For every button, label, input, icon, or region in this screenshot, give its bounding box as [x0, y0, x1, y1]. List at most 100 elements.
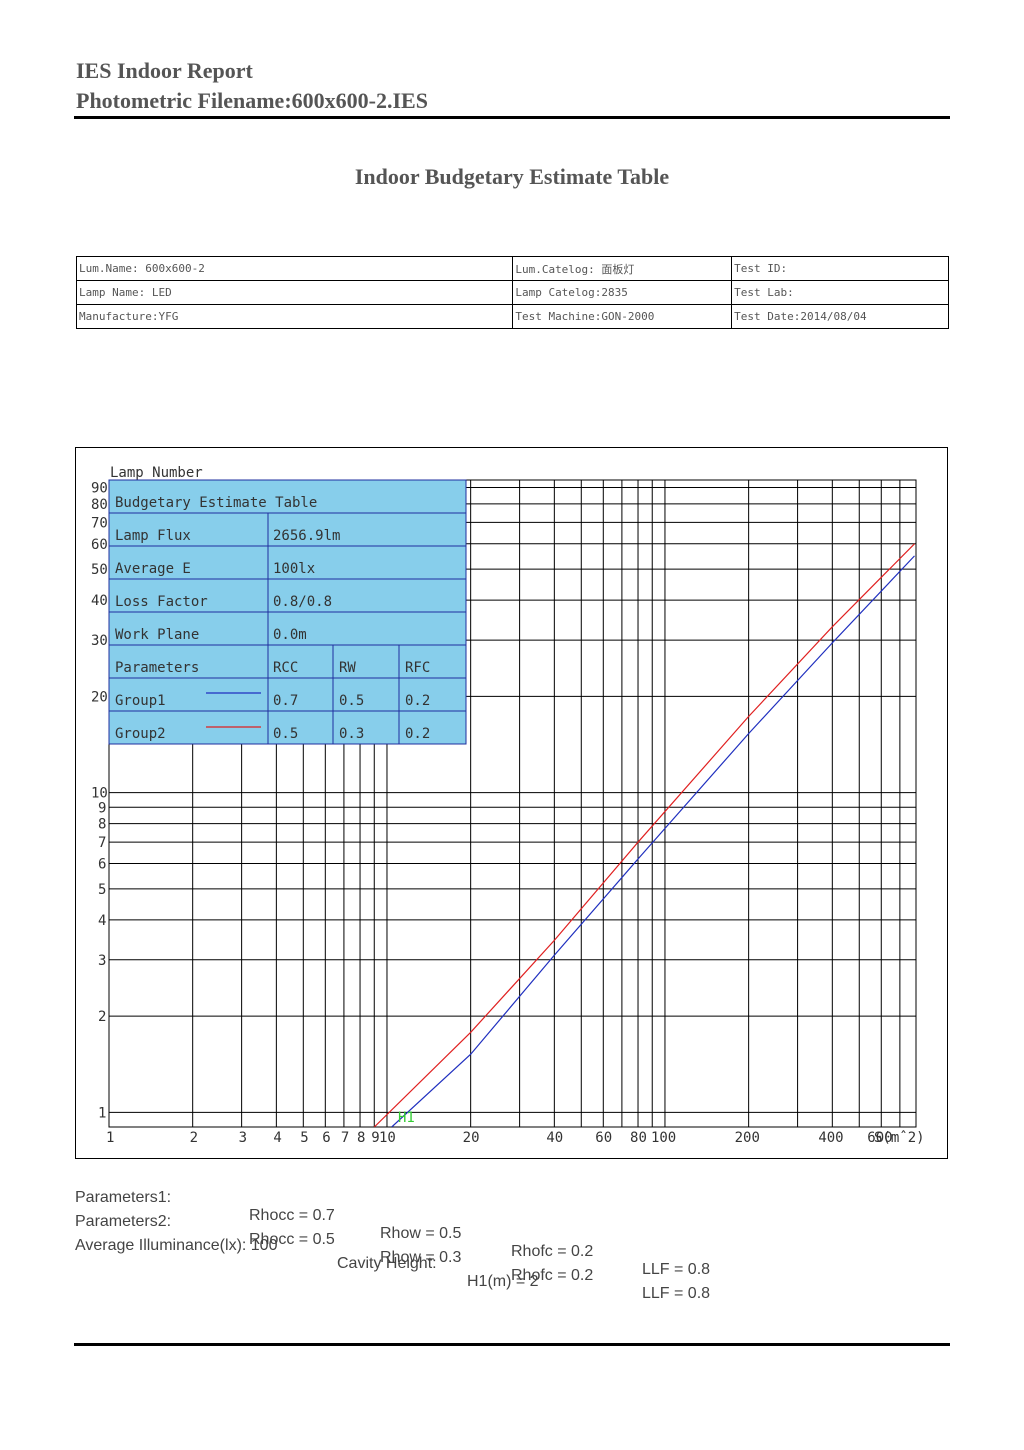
table-row: Manufacture:YFG Test Machine:GON-2000 Te…	[75, 304, 949, 329]
table-cell: Test Lab:	[731, 280, 949, 305]
chart-grid	[108, 479, 917, 1128]
parameters-line-3: Average Illuminance(lx): 100 Cavity Heig…	[75, 1219, 539, 1291]
chart-series	[373, 543, 915, 1127]
table-cell: Test Date:2014/08/04	[731, 304, 949, 329]
legend-param-header: RW	[339, 660, 356, 676]
x-tick-label: 20	[463, 1130, 480, 1146]
y-tick-label: 5	[98, 882, 106, 898]
y-axis-label: Lamp Number	[110, 465, 203, 481]
legend-value: 0.0m	[273, 627, 307, 643]
x-tick-label: 100	[651, 1130, 676, 1146]
y-tick-label: 4	[98, 913, 106, 929]
legend-rfc: 0.2	[405, 693, 430, 709]
legend-label: Average E	[115, 561, 191, 577]
parameters-label: Parameters1:	[75, 1189, 172, 1206]
y-tick-label: 30	[91, 633, 108, 649]
x-axis-label: S(mˆ2)	[874, 1130, 925, 1146]
series-line-group1	[391, 555, 915, 1127]
x-tick-label: 40	[546, 1130, 563, 1146]
y-tick-label: 6	[98, 857, 106, 873]
y-tick-label: 60	[91, 537, 108, 553]
x-tick-label: 7	[341, 1130, 349, 1146]
y-tick-label: 7	[98, 835, 106, 851]
legend-param-header: Parameters	[115, 660, 199, 676]
x-tick-label: 3	[239, 1130, 247, 1146]
rhofc-value: Rhofc = 0.2	[511, 1267, 594, 1284]
y-tick-label: 8	[98, 817, 106, 833]
legend-value: 100lx	[273, 561, 315, 577]
x-tick-label: 9	[371, 1130, 379, 1146]
y-tick-label: 2	[98, 1009, 106, 1025]
x-tick-label: 1	[106, 1130, 114, 1146]
table-cell: Test ID:	[731, 256, 949, 281]
legend-group-name: Group1	[115, 693, 166, 709]
legend-label: Work Plane	[115, 627, 199, 643]
report-title: IES Indoor Report	[76, 58, 253, 83]
llf-value: LLF = 0.8	[642, 1261, 711, 1278]
parameters-line-2: Parameters2: Rhocc = 0.5 Rhow = 0.3 Rhof…	[75, 1195, 710, 1303]
legend-value: 0.8/0.8	[273, 594, 332, 610]
y-tick-label: 10	[91, 786, 108, 802]
average-illuminance: Average Illuminance(lx): 100	[75, 1237, 278, 1254]
page-title: Indoor Budgetary Estimate Table	[354, 164, 670, 189]
table-row: Lamp Name: LED Lamp Catelog:2835 Test La…	[75, 280, 949, 305]
parameters-label: Parameters2:	[75, 1213, 172, 1230]
footer-divider	[74, 1343, 950, 1346]
table-cell: Lamp Catelog:2835	[512, 280, 733, 305]
x-tick-label: 200	[735, 1130, 760, 1146]
lamp-number-chart: 1 2 3 4 5 6 7 8 9 10 20 40 60 80 100 200 400 600 12345678…	[91, 465, 925, 1146]
parameters-line-1: Parameters1: Rhocc = 0.7 Rhow = 0.5 Rhof…	[75, 1171, 710, 1279]
x-tick-label: 10	[379, 1130, 396, 1146]
legend-rw: 0.3	[339, 726, 364, 742]
y-tick-label: 1	[98, 1105, 106, 1121]
y-tick-label: 40	[91, 593, 108, 609]
rhow-value: Rhow = 0.3	[380, 1249, 462, 1266]
y-tick-label: 50	[91, 562, 108, 578]
y-tick-label: 3	[98, 953, 106, 969]
table-row: Lum.Name: 600x600-2 Lum.Catelog: 面板灯 Tes…	[75, 256, 949, 281]
x-tick-labels: 1 2 3 4 5 6 7 8 9 10 20 40 60 80 100 200 400 600	[106, 1130, 893, 1146]
x-tick-label: 600	[867, 1130, 892, 1146]
y-tick-label: 20	[91, 689, 108, 705]
table-cell: Manufacture:YFG	[75, 304, 514, 329]
y-tick-label: 9	[98, 800, 106, 816]
x-tick-label: 5	[300, 1130, 308, 1146]
legend-title: Budgetary Estimate Table	[115, 495, 317, 511]
legend-param-header: RFC	[405, 660, 430, 676]
info-table: Lum.Name: 600x600-2 Lum.Catelog: 面板灯 Tes…	[75, 256, 949, 329]
legend-label: Loss Factor	[115, 594, 208, 610]
table-cell: Lum.Name: 600x600-2	[75, 256, 514, 281]
series-line-group2	[373, 543, 915, 1127]
x-tick-label: 60	[595, 1130, 612, 1146]
table-cell: Test Machine:GON-2000	[512, 304, 733, 329]
x-tick-label: 80	[630, 1130, 647, 1146]
budgetary-estimate-legend: Budgetary Estimate Table Lamp Flux 2656.…	[108, 479, 467, 745]
h1-annotation: H1	[398, 1110, 415, 1126]
legend-rw: 0.5	[339, 693, 364, 709]
legend-rfc: 0.2	[405, 726, 430, 742]
rhofc-value: Rhofc = 0.2	[511, 1243, 594, 1260]
cavity-height-label: Cavity Height:	[337, 1255, 437, 1272]
rhocc-value: Rhocc = 0.5	[249, 1231, 335, 1248]
photometric-filename: Photometric Filename:600x600-2.IES	[76, 88, 428, 113]
x-tick-label: 6	[322, 1130, 330, 1146]
legend-param-header: RCC	[273, 660, 298, 676]
y-tick-label: 90	[91, 481, 108, 497]
legend-rcc: 0.5	[273, 726, 298, 742]
rhocc-value: Rhocc = 0.7	[249, 1207, 335, 1224]
x-tick-label: 8	[357, 1130, 365, 1146]
legend-group-name: Group2	[115, 726, 166, 742]
x-tick-label: 4	[273, 1130, 281, 1146]
table-cell: Lamp Name: LED	[75, 280, 514, 305]
y-tick-label: 70	[91, 515, 108, 531]
header-divider	[74, 116, 950, 119]
h1-value: H1(m) = 2	[467, 1273, 539, 1290]
legend-rcc: 0.7	[273, 693, 298, 709]
llf-value: LLF = 0.8	[642, 1285, 711, 1302]
x-tick-label: 400	[818, 1130, 843, 1146]
legend-label: Lamp Flux	[115, 528, 191, 544]
legend-value: 2656.9lm	[273, 528, 340, 544]
y-tick-label: 80	[91, 497, 108, 513]
